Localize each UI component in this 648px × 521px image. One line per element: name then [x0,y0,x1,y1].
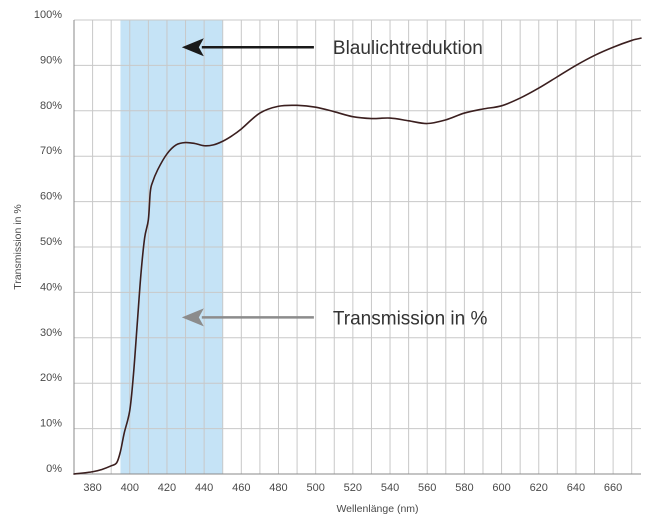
x-tick-label: 400 [121,482,139,494]
annotation-arrow-head [181,308,204,327]
x-tick-label: 420 [158,482,176,494]
x-tick-label: 580 [455,482,473,494]
y-tick-label: 20% [40,372,62,384]
x-tick-label: 480 [269,482,287,494]
y-tick-label: 30% [40,327,62,339]
y-axis-title: Transmission in % [12,204,24,289]
y-tick-label: 90% [40,54,62,66]
y-tick-label: 70% [40,145,62,157]
y-tick-label: 10% [40,418,62,430]
annotation-arrow-head [181,38,204,57]
x-tick-label: 640 [567,482,585,494]
x-tick-label: 500 [306,482,324,494]
y-tick-label: 0% [46,463,62,475]
x-tick-label: 380 [83,482,101,494]
x-tick-label: 660 [604,482,622,494]
x-axis-title: Wellenlänge (nm) [336,503,418,515]
y-tick-label: 60% [40,191,62,203]
x-tick-label: 460 [232,482,250,494]
transmission-curve [73,37,642,475]
y-tick-label: 80% [40,100,62,112]
x-tick-label: 560 [418,482,436,494]
y-tick-label: 40% [40,281,62,293]
x-tick-label: 440 [195,482,213,494]
x-tick-label: 620 [530,482,548,494]
x-tick-label: 540 [381,482,399,494]
y-tick-label: 100% [34,9,62,21]
x-tick-label: 520 [344,482,362,494]
annotation-label: Blaulichtreduktion [333,38,483,59]
x-tick-label: 600 [492,482,510,494]
y-tick-label: 50% [40,236,62,248]
annotation-label: Transmission in % [333,308,488,329]
